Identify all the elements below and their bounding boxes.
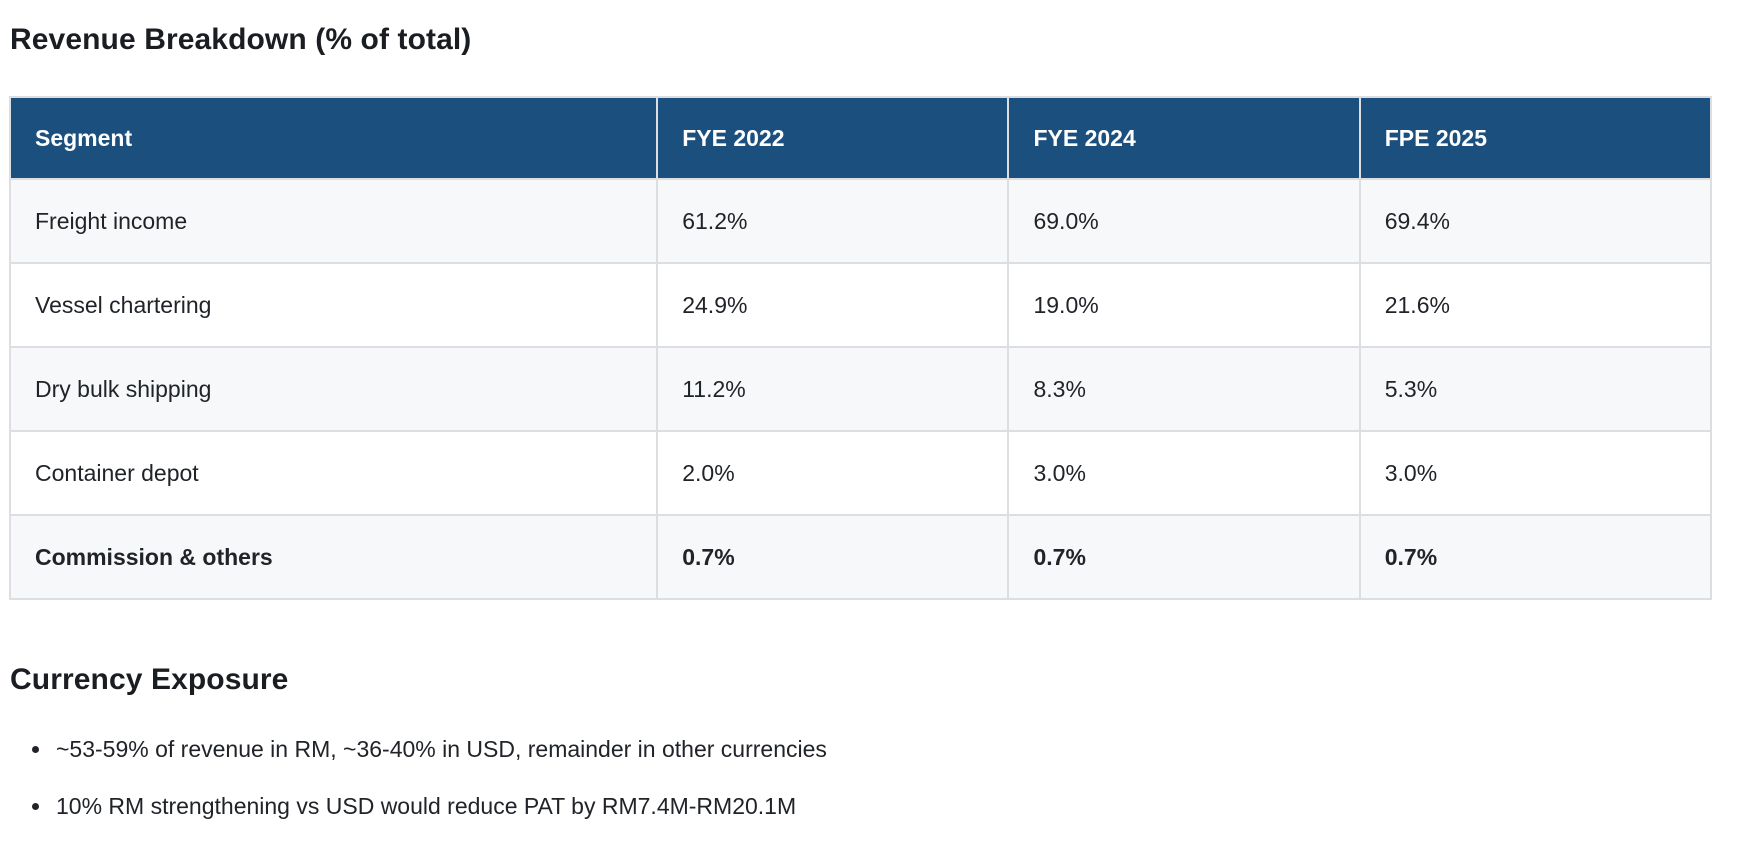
segment-cell: Commission & others <box>8 514 659 600</box>
value-cell: 61.2% <box>656 178 1010 264</box>
segment-cell: Container depot <box>8 430 659 516</box>
table-row: Container depot 2.0% 3.0% 3.0% <box>8 430 1713 516</box>
value-cell: 3.0% <box>1007 430 1361 516</box>
value-cell: 19.0% <box>1007 262 1361 348</box>
revenue-breakdown-heading: Revenue Breakdown (% of total) <box>10 23 472 56</box>
value-cell: 8.3% <box>1007 346 1361 432</box>
segment-cell: Freight income <box>8 178 659 264</box>
currency-bullet-list: ~53-59% of revenue in RM, ~36-40% in USD… <box>9 735 1712 820</box>
table-row: Commission & others 0.7% 0.7% 0.7% <box>8 514 1713 600</box>
value-cell: 0.7% <box>1358 514 1713 600</box>
segment-cell: Vessel chartering <box>8 262 659 348</box>
value-cell: 11.2% <box>656 346 1010 432</box>
value-cell: 5.3% <box>1358 346 1713 432</box>
currency-exposure-heading: Currency Exposure <box>10 663 289 696</box>
bullet-item: ~53-59% of revenue in RM, ~36-40% in USD… <box>53 735 1712 763</box>
value-cell: 69.0% <box>1007 178 1361 264</box>
value-cell: 2.0% <box>656 430 1010 516</box>
value-cell: 69.4% <box>1358 178 1713 264</box>
bullet-item: 10% RM strengthening vs USD would reduce… <box>53 792 1712 820</box>
column-header-1: FYE 2022 <box>656 96 1010 180</box>
column-header-2: FYE 2024 <box>1007 96 1361 180</box>
revenue-breakdown-table: Segment FYE 2022 FYE 2024 FPE 2025 Freight … <box>8 96 1713 600</box>
table-header-row: Segment FYE 2022 FYE 2024 FPE 2025 <box>8 96 1713 180</box>
table-row: Vessel chartering 24.9% 19.0% 21.6% <box>8 262 1713 348</box>
segment-cell: Dry bulk shipping <box>8 346 659 432</box>
value-cell: 0.7% <box>1007 514 1361 600</box>
value-cell: 0.7% <box>656 514 1010 600</box>
column-header-0: Segment <box>8 96 659 180</box>
table-row: Freight income 61.2% 69.0% 69.4% <box>8 178 1713 264</box>
value-cell: 21.6% <box>1358 262 1713 348</box>
value-cell: 24.9% <box>656 262 1010 348</box>
table-row: Dry bulk shipping 11.2% 8.3% 5.3% <box>8 346 1713 432</box>
document-body: Revenue Breakdown (% of total) Segment FY… <box>0 0 1742 820</box>
value-cell: 3.0% <box>1358 430 1713 516</box>
column-header-3: FPE 2025 <box>1358 96 1713 180</box>
table-body: Freight income 61.2% 69.0% 69.4% Vessel char… <box>8 178 1713 600</box>
